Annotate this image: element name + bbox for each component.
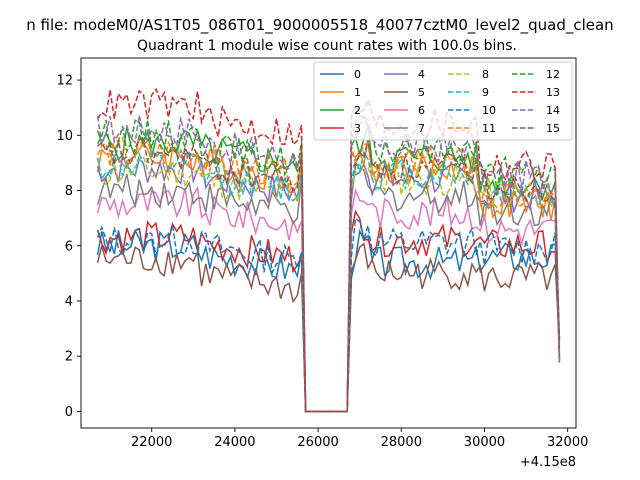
y-tick-label: 0 — [65, 405, 73, 420]
legend-label-13: 13 — [546, 86, 560, 99]
legend-label-0: 0 — [354, 68, 361, 81]
y-tick-label: 12 — [56, 74, 73, 89]
series-line-9 — [96, 147, 561, 413]
series-line-1 — [96, 139, 561, 413]
legend-label-4: 4 — [418, 68, 425, 81]
series-line-10 — [96, 217, 561, 413]
series-layer — [96, 87, 561, 413]
legend-box — [313, 61, 573, 141]
x-offset-label: +4.15e8 — [520, 455, 576, 470]
x-tick-label: 32000 — [547, 435, 588, 450]
legend-label-8: 8 — [482, 68, 489, 81]
legend-label-10: 10 — [482, 104, 496, 117]
chart-title: Quadrant 1 module wise count rates with … — [137, 38, 517, 54]
x-tick-label: 28000 — [381, 435, 422, 450]
legend-label-3: 3 — [354, 122, 361, 135]
y-tick-label: 2 — [65, 350, 73, 365]
y-tick-label: 10 — [56, 129, 73, 144]
legend-label-12: 12 — [546, 68, 560, 81]
series-line-15 — [97, 138, 561, 413]
legend-label-2: 2 — [354, 104, 361, 117]
x-tick-label: 24000 — [214, 435, 255, 450]
series-line-6 — [96, 185, 561, 413]
y-tick-label: 8 — [65, 184, 73, 199]
legend-label-1: 1 — [354, 86, 361, 99]
series-line-13 — [96, 87, 561, 413]
legend-label-15: 15 — [546, 122, 560, 135]
legend-label-9: 9 — [482, 86, 489, 99]
legend-label-11: 11 — [482, 122, 496, 135]
x-tick-label: 22000 — [131, 435, 172, 450]
series-line-5 — [96, 242, 561, 413]
legend-label-7: 7 — [418, 122, 425, 135]
y-tick-label: 4 — [65, 294, 73, 309]
x-tick-label: 26000 — [297, 435, 338, 450]
legend-label-14: 14 — [546, 104, 560, 117]
series-line-8 — [96, 154, 561, 413]
y-tick-label: 6 — [65, 239, 73, 254]
axes-frame — [80, 57, 577, 429]
x-tick-label: 30000 — [464, 435, 505, 450]
y-axis: 0 2 4 6 8 10 12 — [56, 74, 81, 420]
figure-suptitle: n file: modeM0/AS1T05_086T01_9000005518_… — [26, 16, 613, 35]
x-axis: 22000 24000 26000 28000 30000 32000 — [131, 428, 588, 450]
plot-area: 22000 24000 26000 28000 30000 32000 024681012… — [56, 57, 588, 470]
series-line-11 — [96, 135, 561, 413]
legend-label-6: 6 — [418, 104, 425, 117]
legend-label-5: 5 — [418, 86, 425, 99]
